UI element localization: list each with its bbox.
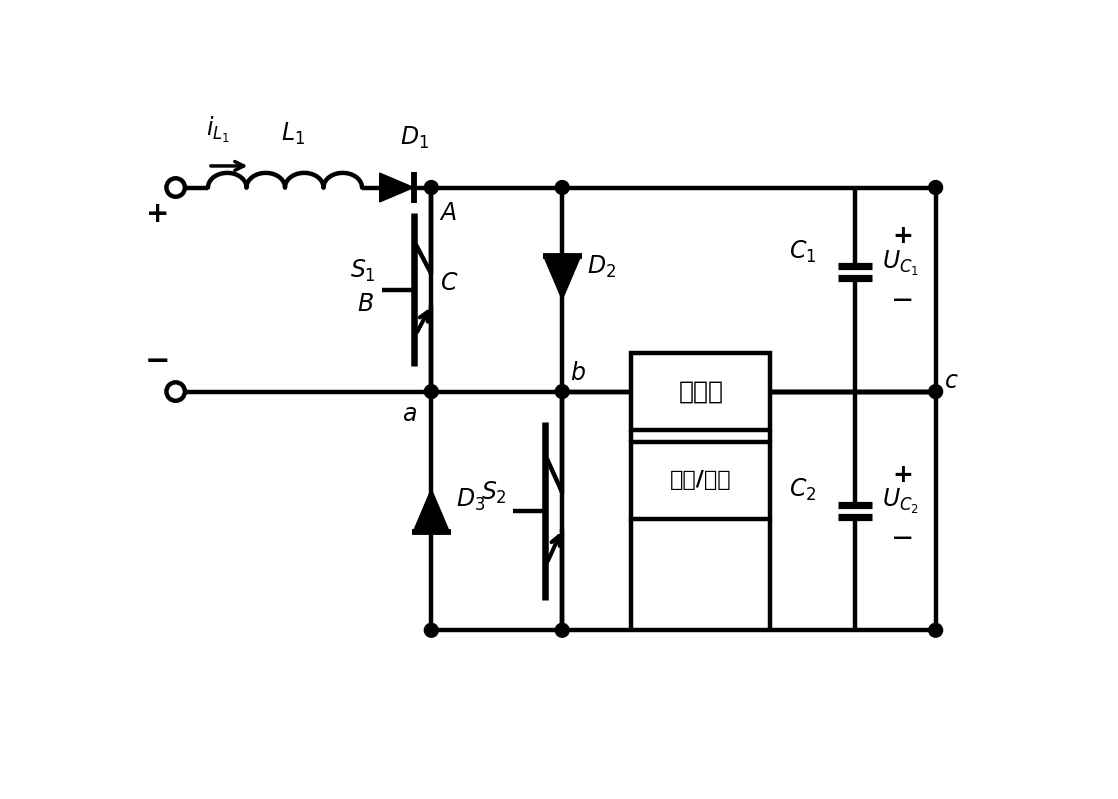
Text: c: c <box>945 368 958 393</box>
Text: $S_2$: $S_2$ <box>482 479 508 506</box>
Text: 负载/电网: 负载/电网 <box>670 470 731 490</box>
Circle shape <box>556 181 569 194</box>
Text: $S_1$: $S_1$ <box>350 258 377 284</box>
Text: +: + <box>892 463 913 487</box>
Text: +: + <box>892 224 913 248</box>
Text: $D_3$: $D_3$ <box>456 487 485 513</box>
Text: B: B <box>358 292 373 316</box>
Bar <box>632 442 770 519</box>
Text: −: − <box>145 347 171 376</box>
Circle shape <box>929 384 942 399</box>
Circle shape <box>556 384 569 399</box>
Text: $L_1$: $L_1$ <box>281 121 305 148</box>
Bar <box>632 353 770 430</box>
Circle shape <box>929 623 942 637</box>
Text: $C_2$: $C_2$ <box>789 477 816 503</box>
Text: +: + <box>146 201 170 229</box>
Text: $D_2$: $D_2$ <box>587 254 616 280</box>
Circle shape <box>556 623 569 637</box>
Text: $U_{C_2}$: $U_{C_2}$ <box>882 487 919 516</box>
Circle shape <box>929 181 942 194</box>
Text: $C_1$: $C_1$ <box>789 238 816 264</box>
Polygon shape <box>543 256 580 300</box>
Text: —: — <box>893 528 912 547</box>
Text: b: b <box>570 361 585 385</box>
Text: a: a <box>402 402 417 426</box>
Text: —: — <box>893 289 912 308</box>
Polygon shape <box>413 489 449 532</box>
Circle shape <box>425 181 438 194</box>
Text: $i_{L_1}$: $i_{L_1}$ <box>207 115 230 145</box>
Text: 滤波器: 滤波器 <box>679 380 723 403</box>
Text: $D_1$: $D_1$ <box>400 125 429 150</box>
Text: C: C <box>440 271 457 295</box>
Polygon shape <box>380 173 414 202</box>
Circle shape <box>425 623 438 637</box>
Text: $U_{C_1}$: $U_{C_1}$ <box>882 248 919 277</box>
Circle shape <box>425 384 438 399</box>
Text: A: A <box>440 201 456 225</box>
